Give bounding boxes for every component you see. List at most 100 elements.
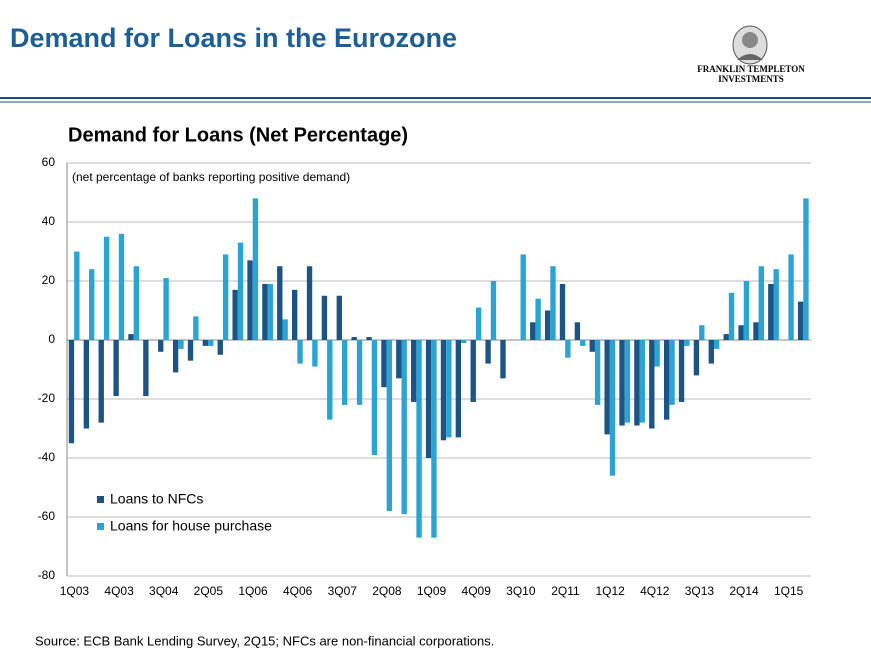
bar	[193, 316, 199, 340]
bar	[773, 269, 779, 340]
chart-title: Demand for Loans (Net Percentage)	[68, 124, 408, 146]
bar	[118, 233, 125, 340]
bar	[550, 266, 556, 340]
bar	[535, 298, 541, 340]
y-tick-label: 0	[48, 332, 55, 346]
bar	[431, 340, 437, 538]
y-tick-label: 40	[42, 214, 56, 228]
bar	[83, 340, 90, 429]
x-tick-label: 1Q06	[238, 584, 268, 598]
x-tick-label: 4Q12	[640, 584, 670, 598]
bar	[559, 283, 566, 340]
bar	[401, 340, 407, 515]
bar	[143, 340, 149, 397]
bar	[113, 340, 119, 397]
y-tick-label: 60	[42, 155, 56, 169]
bar	[291, 289, 298, 340]
bar	[237, 242, 244, 340]
bar	[282, 319, 288, 340]
bar	[103, 236, 110, 340]
bar	[202, 340, 209, 346]
logo-text: INVESTMENTS	[718, 74, 784, 84]
bar	[232, 289, 238, 340]
bar	[609, 340, 616, 476]
bar	[321, 295, 328, 340]
bar	[490, 281, 497, 340]
bar	[589, 340, 595, 352]
bar	[133, 266, 140, 340]
bar	[604, 340, 610, 435]
x-tick-label: 1Q15	[774, 584, 804, 598]
bar	[455, 340, 462, 438]
bar	[753, 322, 759, 340]
bar	[172, 340, 179, 373]
x-tick-label: 2Q11	[551, 584, 580, 598]
bar	[336, 295, 342, 340]
bar	[386, 340, 392, 512]
bar	[654, 340, 660, 367]
bar	[411, 340, 417, 402]
bar	[351, 337, 357, 340]
x-tick-label: 1Q03	[60, 584, 90, 598]
bar	[425, 340, 432, 458]
bar	[217, 340, 223, 355]
bar	[371, 340, 378, 456]
bar	[440, 340, 447, 441]
bar	[158, 340, 164, 352]
x-tick-label: 3Q10	[506, 584, 536, 598]
bar	[366, 337, 372, 340]
x-tick-label: 3Q04	[149, 584, 179, 598]
bar	[738, 325, 744, 340]
bar	[312, 340, 318, 367]
legend-label: Loans for house purchase	[110, 518, 272, 534]
bar	[68, 340, 75, 444]
y-tick-label: 20	[42, 273, 56, 287]
bar	[634, 340, 640, 426]
bar	[768, 283, 774, 340]
bar	[396, 340, 402, 379]
legend-swatch	[97, 496, 104, 503]
logo-text: FRANKLIN TEMPLETON	[697, 64, 805, 74]
legend-label: Loans to NFCs	[110, 491, 203, 507]
x-tick-label: 4Q06	[283, 584, 313, 598]
bar	[163, 278, 169, 340]
bar	[708, 340, 714, 364]
bar	[728, 292, 735, 340]
bar	[678, 340, 685, 402]
bar	[565, 340, 571, 358]
bar	[98, 340, 104, 423]
bar	[247, 260, 253, 340]
bar	[797, 301, 804, 340]
bar	[624, 340, 631, 423]
bar	[544, 310, 551, 340]
x-tick-label: 3Q13	[685, 584, 715, 598]
bar	[485, 340, 491, 364]
y-tick-label: -40	[38, 450, 56, 464]
x-tick-label: 1Q12	[595, 584, 625, 598]
bar	[267, 283, 273, 340]
bar	[252, 198, 259, 340]
bar	[649, 340, 655, 429]
bar	[306, 266, 313, 340]
y-tick-label: -20	[38, 391, 56, 405]
bar	[758, 266, 764, 340]
x-tick-label: 2Q08	[372, 584, 402, 598]
bar	[178, 340, 184, 349]
bar	[500, 340, 506, 379]
bar	[277, 266, 283, 340]
bar	[594, 340, 601, 405]
bar	[208, 340, 214, 346]
x-tick-label: 4Q09	[462, 584, 492, 598]
bar	[416, 340, 422, 538]
y-tick-label: -60	[38, 509, 56, 523]
bar	[669, 340, 675, 405]
legend-swatch	[97, 523, 104, 530]
x-tick-label: 3Q07	[328, 584, 358, 598]
bar	[74, 251, 80, 340]
bar	[297, 340, 303, 364]
bar	[723, 334, 729, 340]
bar	[475, 307, 482, 340]
x-tick-label: 1Q09	[417, 584, 447, 598]
bar	[89, 269, 95, 340]
